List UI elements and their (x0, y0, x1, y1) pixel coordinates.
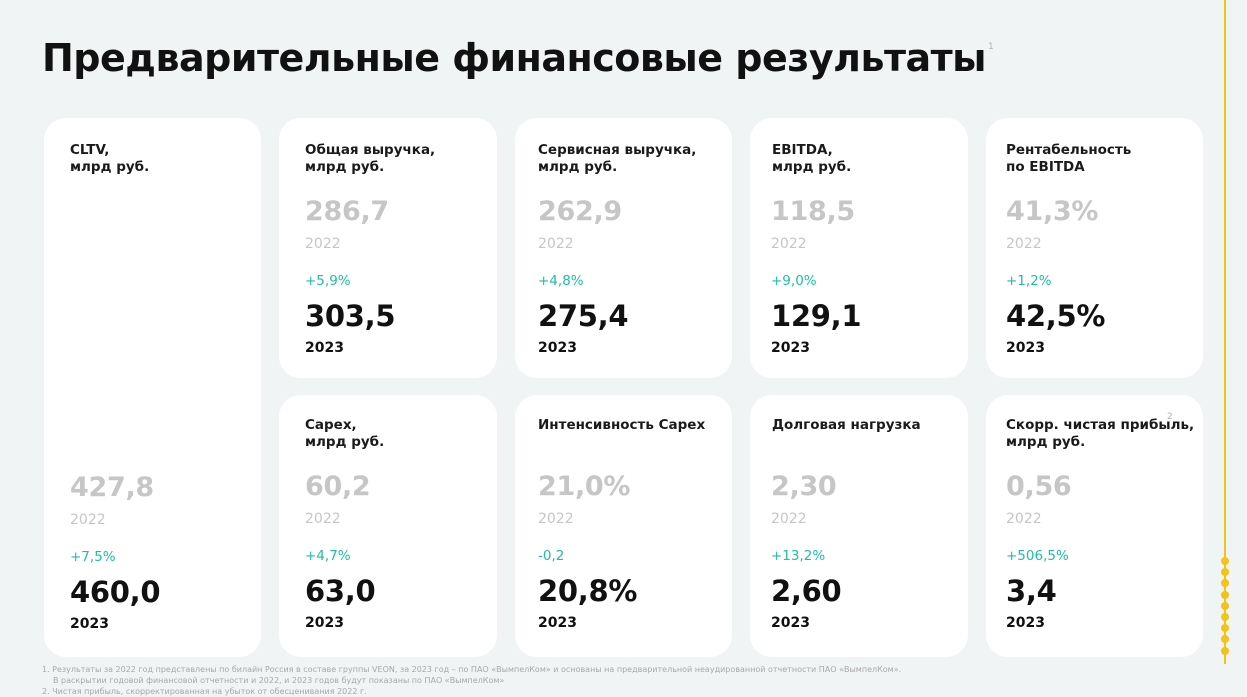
metric-delta: +7,5% (70, 549, 116, 565)
metric-delta: +1,2% (1006, 273, 1052, 289)
metric-cur-value: 20,8% (538, 574, 638, 608)
metric-prev-year: 2022 (538, 236, 574, 252)
accent-dot (1221, 612, 1229, 621)
metric-label: Общая выручка, млрд руб. (305, 142, 436, 175)
metric-delta: +5,9% (305, 273, 351, 289)
metric-prev-year: 2022 (305, 236, 341, 252)
metric-prev-year: 2022 (1006, 236, 1042, 252)
metric-cur-value: 42,5% (1006, 299, 1106, 333)
metric-cur-year: 2023 (1006, 615, 1045, 631)
metric-label: Интенсивность Capex (538, 417, 706, 433)
metric-delta: +9,0% (771, 273, 817, 289)
footnotes: 1. Результаты за 2022 год представлены п… (42, 664, 1192, 697)
metric-label: Долговая нагрузка (772, 417, 921, 433)
footnote-2: 2. Чистая прибыль, скорректированная на … (42, 687, 367, 696)
accent-dot (1221, 590, 1229, 599)
metric-cur-value: 303,5 (305, 299, 396, 333)
metric-delta: +4,7% (305, 548, 351, 564)
metric-cur-year: 2023 (538, 615, 577, 631)
metric-card-capex-intensity: Интенсивность Capex 21,0% 2022 -0,2 20,8… (515, 395, 732, 657)
metric-delta: +13,2% (771, 548, 826, 564)
metric-prev-value: 60,2 (305, 471, 371, 502)
accent-dot (1221, 624, 1229, 633)
metric-prev-value: 2,30 (771, 471, 837, 502)
metric-label: EBITDA, млрд руб. (772, 142, 852, 175)
label-footnote-marker: 2 (1167, 412, 1173, 422)
metric-prev-year: 2022 (771, 236, 807, 252)
accent-dot (1221, 557, 1229, 565)
metric-label: Capex, млрд руб. (305, 417, 385, 450)
metric-cur-year: 2023 (1006, 340, 1045, 356)
metric-cur-value: 3,4 (1006, 574, 1057, 608)
metric-cur-year: 2023 (305, 340, 344, 356)
metric-delta: +506,5% (1006, 548, 1069, 564)
metric-prev-year: 2022 (1006, 511, 1042, 527)
metric-delta: +4,8% (538, 273, 584, 289)
metric-cur-year: 2023 (771, 340, 810, 356)
metric-cur-value: 63,0 (305, 574, 376, 608)
metric-card-capex: Capex, млрд руб. 60,2 2022 +4,7% 63,0 20… (279, 395, 497, 657)
metric-prev-value: 262,9 (538, 196, 622, 227)
metric-prev-value: 41,3% (1006, 196, 1099, 227)
accent-dot (1221, 568, 1229, 577)
metric-prev-value: 0,56 (1006, 471, 1072, 502)
accent-dots (1221, 557, 1229, 658)
metric-prev-value: 21,0% (538, 471, 631, 502)
metric-card-debt-load: Долговая нагрузка 2,30 2022 +13,2% 2,60 … (750, 395, 968, 657)
metric-card-adjusted-net-profit: Скорр. чистая прибыль, млрд руб. 2 0,56 … (986, 395, 1203, 657)
metric-cur-value: 129,1 (771, 299, 862, 333)
accent-line (1224, 0, 1226, 664)
metric-cur-year: 2023 (70, 616, 109, 632)
footnote-1-continued: В раскрытии годовой финансовой отчетност… (53, 676, 505, 685)
metric-prev-year: 2022 (305, 511, 341, 527)
metric-prev-value: 286,7 (305, 196, 389, 227)
accent-dot (1221, 646, 1229, 655)
footnote-1: 1. Результаты за 2022 год представлены п… (42, 665, 902, 674)
metric-delta: -0,2 (538, 548, 565, 564)
metric-card-total-revenue: Общая выручка, млрд руб. 286,7 2022 +5,9… (279, 118, 497, 378)
metric-label: Рентабельность по EBITDA (1006, 142, 1132, 175)
metric-label: CLTV, млрд руб. (70, 142, 150, 175)
metric-cur-value: 2,60 (771, 574, 842, 608)
metric-label: Сервисная выручка, млрд руб. (538, 142, 697, 175)
metric-prev-value: 427,8 (70, 472, 154, 503)
accent-dot (1221, 635, 1229, 644)
metric-card-ebitda-margin: Рентабельность по EBITDA 41,3% 2022 +1,2… (986, 118, 1203, 378)
metric-prev-value: 118,5 (771, 196, 855, 227)
metric-cur-year: 2023 (305, 615, 344, 631)
metric-cur-year: 2023 (771, 615, 810, 631)
metric-card-ebitda: EBITDA, млрд руб. 118,5 2022 +9,0% 129,1… (750, 118, 968, 378)
metric-card-service-revenue: Сервисная выручка, млрд руб. 262,9 2022 … (515, 118, 732, 378)
metric-label: Скорр. чистая прибыль, млрд руб. (1006, 417, 1195, 450)
page-title: Предварительные финансовые результаты 1 (42, 36, 994, 80)
title-footnote-marker: 1 (988, 42, 994, 52)
metric-card-cltv: CLTV, млрд руб. 427,8 2022 +7,5% 460,0 2… (44, 118, 261, 657)
metric-cur-year: 2023 (538, 340, 577, 356)
metric-prev-year: 2022 (538, 511, 574, 527)
accent-dot (1221, 579, 1229, 588)
metric-prev-year: 2022 (771, 511, 807, 527)
metric-prev-year: 2022 (70, 512, 106, 528)
accent-dot (1221, 601, 1229, 610)
metric-cur-value: 460,0 (70, 575, 161, 609)
metric-cur-value: 275,4 (538, 299, 629, 333)
